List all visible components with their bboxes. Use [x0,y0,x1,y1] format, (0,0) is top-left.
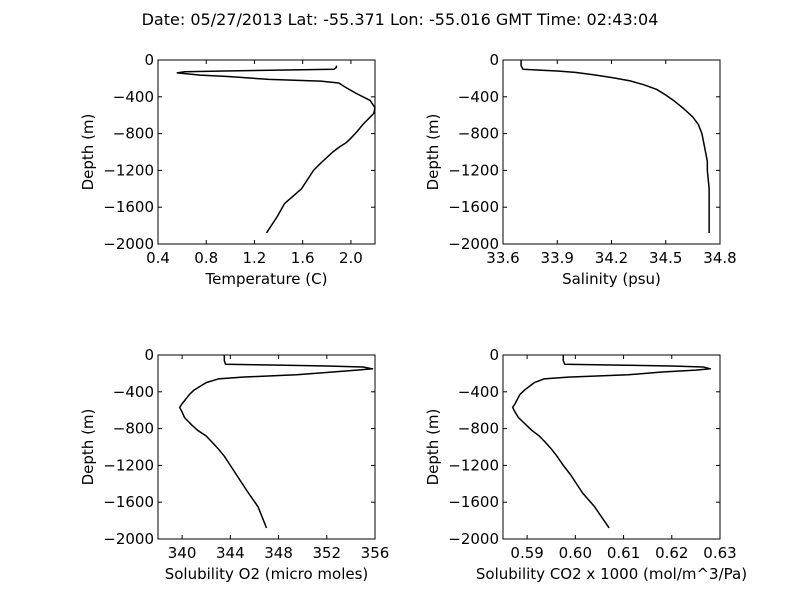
solubility-co2-xtick-label: 0.59 [510,544,543,562]
solubility-o2-ytick-label: 0 [144,346,154,364]
figure-title: Date: 05/27/2013 Lat: -55.371 Lon: -55.0… [142,10,659,29]
solubility-o2-xtick-label: 352 [312,544,341,562]
solubility-o2-series-line [178,355,374,529]
solubility-o2-axes-frame [157,354,376,540]
salinity-ytick-label: −1200 [448,161,499,179]
solubility-o2-ytick-label: −1600 [103,493,154,511]
salinity-xlabel: Salinity (psu) [562,270,661,288]
salinity-ytick-label: −400 [458,88,499,106]
subplot-solubility-co2: 0.59 0.60 0.61 0.62 0.63 0 −400 −800 −1200 −1600 −… [424,346,747,583]
subplot-salinity: 33.6 33.9 34.2 34.5 34.8 0 −400 −800 −1200 −1600 −… [424,51,737,288]
solubility-co2-ytick-label: −800 [458,420,499,438]
temperature-ytick-label: −800 [113,125,154,143]
temperature-xtick-label: 1.6 [291,249,315,267]
salinity-ylabel: Depth (m) [424,114,442,191]
salinity-ytick-label: −800 [458,125,499,143]
salinity-ytick-label: 0 [489,51,499,69]
solubility-o2-ylabel: Depth (m) [79,409,97,486]
temperature-axes-frame [157,59,376,245]
solubility-co2-xtick-label: 0.61 [607,544,640,562]
solubility-o2-xtick-label: 340 [168,544,197,562]
solubility-o2-xtick-label: 356 [361,544,390,562]
temperature-ytick-label: −1200 [103,161,154,179]
salinity-xtick-label: 33.9 [541,249,574,267]
solubility-co2-xlabel: Solubility CO2 x 1000 (mol/m^3/Pa) [476,565,747,583]
solubility-o2-xlabel: Solubility O2 (micro moles) [165,565,369,583]
temperature-xtick-label: 0.4 [146,249,170,267]
salinity-ytick-label: −2000 [448,235,499,253]
solubility-co2-xtick-label: 0.63 [703,544,736,562]
subplot-temperature: 0.4 0.8 1.2 1.6 2.0 0 −400 −800 −1200 −1600 −2000 T… [79,51,376,288]
salinity-xtick-label: 34.5 [649,249,682,267]
temperature-xtick-label: 1.2 [243,249,267,267]
solubility-o2-xtick-label: 348 [264,544,293,562]
salinity-ytick-label: −1600 [448,198,499,216]
temperature-ytick-label: 0 [144,51,154,69]
temperature-series-line [176,65,376,234]
solubility-o2-xtick-label: 344 [216,544,245,562]
temperature-ylabel: Depth (m) [79,114,97,191]
temperature-ytick-label: −2000 [103,235,154,253]
solubility-o2-ytick-label: −400 [113,383,154,401]
subplot-grid: 0.4 0.8 1.2 1.6 2.0 0 −400 −800 −1200 −1600 −2000 T… [79,51,747,583]
subplot-solubility-o2: 340 344 348 352 356 0 −400 −800 −1200 −1600 −2000 S… [79,346,389,583]
temperature-ytick-label: −1600 [103,198,154,216]
salinity-xtick-label: 34.2 [595,249,628,267]
solubility-co2-ytick-label: −400 [458,383,499,401]
solubility-co2-ylabel: Depth (m) [424,409,442,486]
salinity-series-line [520,60,710,233]
temperature-xlabel: Temperature (C) [205,270,328,288]
solubility-co2-ytick-label: −1600 [448,493,499,511]
solubility-co2-ytick-label: −2000 [448,530,499,548]
solubility-co2-ytick-label: −1200 [448,456,499,474]
solubility-co2-axes-frame [502,354,721,540]
solubility-co2-xtick-label: 0.62 [655,544,688,562]
solubility-co2-xtick-label: 0.60 [559,544,592,562]
solubility-o2-ytick-label: −1200 [103,456,154,474]
salinity-xtick-label: 33.6 [486,249,519,267]
temperature-xtick-label: 2.0 [339,249,363,267]
salinity-xtick-label: 34.8 [703,249,736,267]
solubility-o2-ytick-label: −2000 [103,530,154,548]
temperature-xtick-label: 0.8 [194,249,218,267]
solubility-co2-ytick-label: 0 [489,346,499,364]
solubility-co2-series-line [511,355,712,529]
solubility-o2-ytick-label: −800 [113,420,154,438]
temperature-ytick-label: −400 [113,88,154,106]
